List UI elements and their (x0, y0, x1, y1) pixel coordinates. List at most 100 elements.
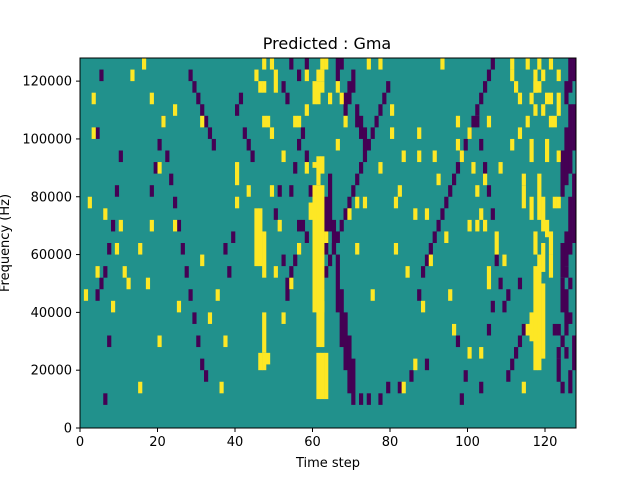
heatmap-cell-high (448, 289, 453, 301)
heatmap-cell-high (262, 58, 267, 70)
heatmap-cell-high (277, 219, 282, 232)
heatmap-cell-low (564, 347, 569, 359)
heatmap-cell-low (397, 381, 402, 394)
y-tick-label: 60000 (31, 248, 72, 263)
heatmap-cell-high (494, 243, 499, 255)
heatmap-cell-high (517, 92, 523, 105)
heatmap-cell-low (568, 277, 573, 290)
heatmap-cell-high (397, 185, 402, 197)
x-tick-label: 0 (76, 435, 84, 450)
heatmap-cell-high (366, 58, 371, 70)
heatmap-cell-low (359, 393, 364, 405)
heatmap-cell-low (176, 219, 182, 232)
heatmap-cell-low (281, 254, 286, 267)
heatmap-cell-high (91, 92, 96, 105)
heatmap-cell-low (568, 312, 573, 324)
heatmap-cells (83, 58, 577, 405)
heatmap-cell-low (564, 289, 569, 336)
heatmap-cell-low (196, 92, 201, 105)
heatmap-cell-high (320, 69, 325, 82)
heatmap-cell-low (459, 393, 464, 405)
heatmap-cell-high (467, 127, 472, 139)
heatmap-cell-low (452, 173, 457, 186)
heatmap-cell-low (560, 150, 565, 197)
heatmap-cell-high (262, 352, 267, 371)
heatmap-cell-low (486, 323, 492, 336)
heatmap-cell-low (572, 104, 577, 151)
heatmap-cell-high (510, 58, 515, 70)
y-tick-label: 0 (64, 422, 72, 437)
heatmap-cell-low (510, 358, 515, 371)
heatmap-cell-high (525, 115, 530, 128)
heatmap-cell-low (463, 370, 468, 382)
heatmap-cell-high (316, 185, 321, 313)
x-axis-label: Time step (295, 456, 360, 471)
heatmap-cell-low (188, 69, 193, 82)
heatmap-cell-high (258, 352, 263, 371)
heatmap-cell-high (467, 347, 472, 359)
heatmap-cell-low (424, 254, 430, 267)
heatmap-cell-high (219, 381, 224, 394)
heatmap-cell-low (246, 138, 251, 151)
heatmap-cell-high (87, 196, 92, 209)
heatmap-cell-low (114, 185, 120, 197)
heatmap-cell-low (514, 347, 519, 359)
heatmap-cell-high (521, 381, 526, 394)
heatmap-cell-high (548, 58, 554, 70)
heatmap-cell-high (362, 196, 368, 209)
heatmap-cell-high (83, 289, 89, 301)
heatmap-cell-low (111, 219, 116, 232)
heatmap-cell-low (300, 127, 306, 139)
heatmap-cell-low (479, 92, 484, 105)
heatmap-cell-high (529, 312, 534, 342)
heatmap-cell-high (494, 231, 499, 243)
heatmap-cell-low (328, 173, 333, 232)
heatmap-cell-high (269, 185, 275, 197)
heatmap-cell-high (130, 69, 135, 82)
heatmap-cell-high (517, 127, 523, 139)
heatmap-cell-low (355, 104, 360, 128)
heatmap-cell-low (564, 81, 569, 105)
heatmap-cell-high (320, 156, 325, 174)
heatmap-cell-low (552, 323, 557, 336)
heatmap-cell-high (548, 231, 554, 255)
heatmap-cell-high (297, 243, 302, 255)
heatmap-cell-low (285, 92, 290, 105)
heatmap-cell-low (479, 138, 484, 151)
heatmap-cell-low (359, 162, 364, 174)
heatmap-cell-low (366, 393, 371, 405)
heatmap-cell-high (157, 335, 162, 348)
heatmap-cell-high (266, 352, 271, 365)
heatmap-cell-low (421, 266, 426, 278)
heatmap-cell-high (401, 150, 406, 163)
heatmap-cell-high (316, 156, 321, 186)
heatmap-cell-high (498, 162, 503, 174)
heatmap-cell-high (541, 196, 546, 232)
heatmap-cell-low (289, 58, 294, 70)
heatmap-cell-high (215, 289, 220, 301)
heatmap-cell-low (180, 243, 185, 255)
heatmap-cell-low (297, 138, 302, 151)
heatmap-cell-high (320, 81, 325, 93)
heatmap-cell-high (440, 58, 445, 70)
heatmap-cell-low (103, 393, 108, 405)
heatmap-cell-high (347, 208, 352, 220)
heatmap-cell-high (223, 335, 228, 348)
heatmap-cell-high (428, 254, 433, 267)
heatmap-cell-high (479, 208, 484, 220)
heatmap-cell-high (343, 115, 348, 128)
heatmap-cell-low (242, 127, 247, 139)
heatmap-cell-high (521, 173, 526, 186)
heatmap-cell-low (568, 196, 573, 255)
heatmap-cell-high (312, 196, 317, 255)
heatmap-cell-high (304, 69, 309, 82)
heatmap-cell-high (95, 266, 100, 278)
heatmap-cell-low (204, 115, 209, 128)
heatmap-cell-low (572, 173, 577, 244)
heatmap-cell-low (335, 254, 340, 313)
heatmap-cell-low (378, 104, 383, 116)
heatmap-cell-high (254, 69, 259, 82)
heatmap-cell-low (486, 69, 492, 82)
heatmap-cell-low (347, 81, 352, 105)
heatmap-cell-low (560, 381, 565, 394)
